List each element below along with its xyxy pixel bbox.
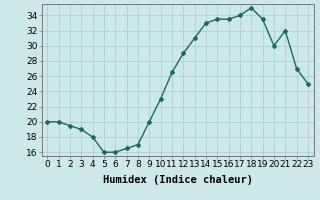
X-axis label: Humidex (Indice chaleur): Humidex (Indice chaleur) — [103, 175, 252, 185]
